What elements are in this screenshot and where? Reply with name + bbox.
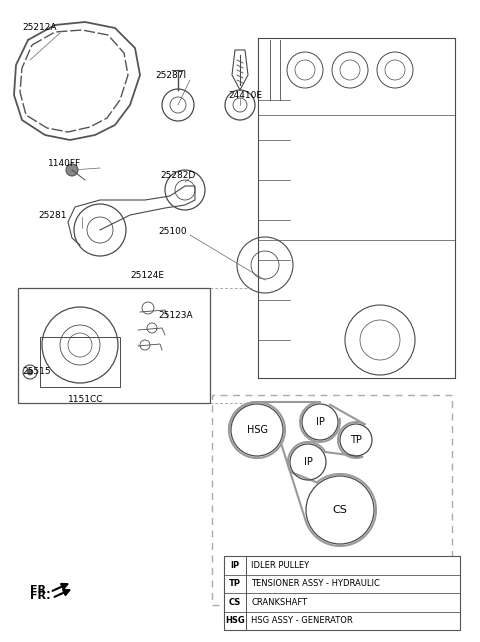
Text: IP: IP xyxy=(315,417,324,427)
Text: CRANKSHAFT: CRANKSHAFT xyxy=(251,598,307,607)
Text: 25287I: 25287I xyxy=(155,71,186,80)
Text: 25515: 25515 xyxy=(22,367,50,376)
Text: 25282D: 25282D xyxy=(160,171,195,180)
Text: 1140FF: 1140FF xyxy=(48,159,81,168)
Text: CS: CS xyxy=(229,598,241,607)
Text: TP: TP xyxy=(350,435,362,445)
Text: IDLER PULLEY: IDLER PULLEY xyxy=(251,560,309,569)
Text: 25124E: 25124E xyxy=(130,270,164,279)
Text: TENSIONER ASSY - HYDRAULIC: TENSIONER ASSY - HYDRAULIC xyxy=(251,579,380,588)
Bar xyxy=(18,288,210,403)
Text: TP: TP xyxy=(229,579,241,588)
Text: 25100: 25100 xyxy=(158,227,187,236)
Text: FR.: FR. xyxy=(30,585,50,595)
Text: FR.: FR. xyxy=(30,591,50,601)
Text: 1151CC: 1151CC xyxy=(68,395,104,404)
Bar xyxy=(212,395,452,605)
Text: IP: IP xyxy=(303,457,312,467)
Circle shape xyxy=(66,164,78,176)
Text: IP: IP xyxy=(230,560,240,569)
Bar xyxy=(40,337,120,387)
Text: HSG ASSY - GENERATOR: HSG ASSY - GENERATOR xyxy=(251,616,353,625)
Bar xyxy=(224,556,460,630)
Text: HSG: HSG xyxy=(225,616,245,625)
Text: 24410E: 24410E xyxy=(228,91,262,100)
Circle shape xyxy=(27,369,33,375)
Text: CS: CS xyxy=(333,505,348,515)
Text: HSG: HSG xyxy=(247,425,267,435)
Text: 25281: 25281 xyxy=(38,211,67,220)
Text: 25212A: 25212A xyxy=(22,24,57,33)
Text: 25123A: 25123A xyxy=(158,311,192,320)
